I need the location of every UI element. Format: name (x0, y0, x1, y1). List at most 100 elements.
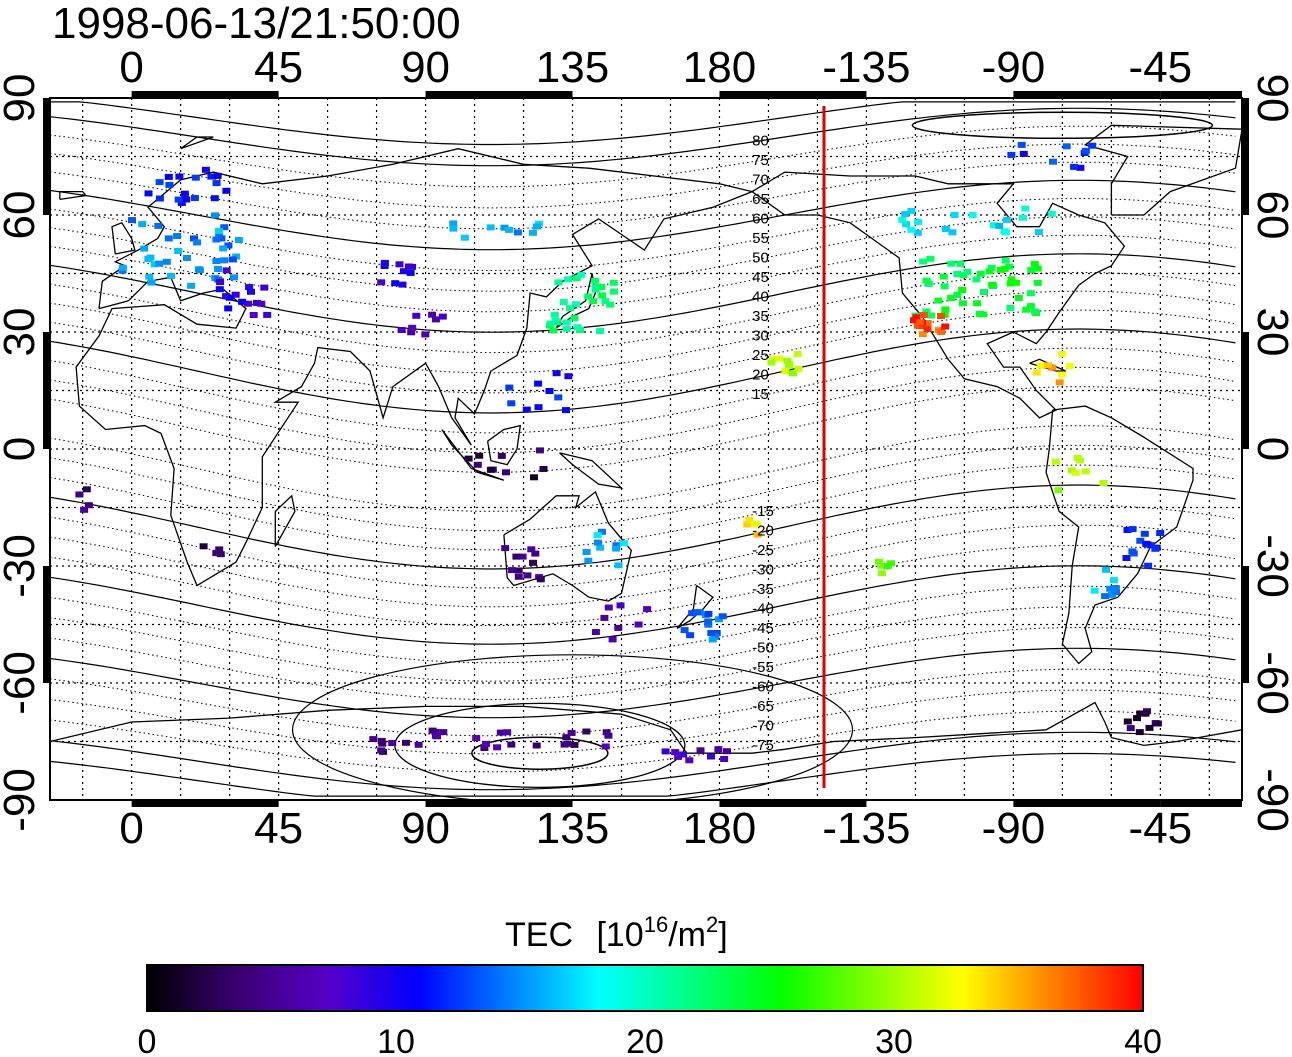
tec-point (215, 546, 224, 553)
tec-point (934, 297, 943, 304)
tec-point (788, 370, 797, 377)
tec-point (914, 218, 923, 225)
tec-point (180, 190, 189, 197)
tec-point (486, 224, 495, 231)
tec-point (573, 324, 582, 331)
lon-tick-label-bottom: 90 (401, 804, 450, 853)
tec-point (406, 269, 415, 276)
tec-point (1081, 147, 1090, 154)
tec-point (940, 283, 949, 290)
tec-point (530, 474, 538, 481)
magnetic-contour (50, 710, 1236, 773)
tec-point (431, 316, 440, 323)
magnetic-contour (50, 565, 1236, 645)
tec-point (1070, 163, 1079, 170)
magnetic-contour (50, 271, 1236, 354)
tec-point (493, 744, 502, 751)
tec-point (552, 370, 561, 377)
frame-bar-right (1242, 332, 1249, 449)
tec-point (190, 195, 199, 201)
lat-tick-label-left: -30 (0, 534, 44, 598)
tec-point (1006, 280, 1015, 287)
tec-point (591, 629, 600, 635)
tec-point (1027, 267, 1036, 274)
tec-point (1001, 257, 1010, 264)
tec-point (216, 279, 225, 286)
lon-tick-label-top: -45 (1129, 43, 1193, 92)
frame-bar-top (1160, 91, 1242, 98)
tec-point (402, 739, 410, 746)
tec-point (407, 329, 416, 336)
lat-tick-label-right: 30 (1248, 308, 1292, 357)
tec-point (177, 200, 186, 206)
tec-point (1076, 164, 1085, 171)
lon-tick-label-bottom: 180 (683, 804, 756, 853)
tec-point (1005, 263, 1014, 270)
lon-tick-label-top: -90 (982, 43, 1046, 92)
tec-point (718, 613, 727, 620)
tec-point (460, 234, 469, 241)
contour-label: 40 (752, 289, 769, 306)
colorbar-title: TEC [1016/m2] (505, 912, 728, 954)
tec-point (995, 222, 1004, 229)
tec-point (482, 740, 490, 747)
tec-point (596, 544, 605, 551)
tec-point (80, 506, 89, 513)
tec-point (907, 226, 916, 233)
tec-point (247, 288, 255, 295)
tec-point (536, 576, 545, 583)
tec-point (1140, 530, 1149, 537)
tec-point (918, 331, 927, 338)
contour-label: 45 (752, 269, 769, 286)
tec-point (219, 245, 228, 252)
tec-point (531, 550, 540, 557)
coastline (180, 136, 214, 150)
tec-point (745, 516, 754, 523)
tec-point (213, 172, 222, 179)
tec-point (1032, 369, 1041, 376)
tec-point (923, 326, 932, 333)
colorbar-ticks: 0 10 20 30 40 (138, 1023, 1162, 1057)
tec-point (696, 747, 705, 754)
tec-point (128, 217, 136, 224)
tec-point (947, 295, 956, 301)
tec-point (1156, 530, 1165, 536)
magnetic-contour (50, 107, 1236, 167)
colorbar-tick-label: 20 (626, 1023, 664, 1057)
tec-point (388, 740, 397, 746)
tec-point (507, 741, 516, 748)
tec-point (582, 728, 591, 735)
contour-label: 35 (752, 308, 769, 325)
tec-point (220, 224, 229, 231)
tec-point (1065, 363, 1074, 370)
tec-point (612, 542, 621, 549)
tec-point (941, 226, 950, 232)
lat-lon-grid (50, 98, 1242, 800)
tec-point (602, 729, 611, 736)
tec-point (1133, 715, 1141, 722)
tec-point (215, 228, 223, 234)
tec-point (591, 277, 600, 284)
tec-point (154, 222, 163, 229)
tec-point (214, 266, 223, 272)
tec-point (167, 273, 175, 279)
tec-point (1026, 290, 1035, 297)
south-pole-contour (292, 654, 854, 800)
tec-point (150, 261, 159, 268)
tec-point (1019, 150, 1028, 157)
tec-point (217, 235, 226, 242)
colorbar-tick-label: 10 (377, 1023, 415, 1057)
lon-tick-label-bottom: 45 (254, 804, 303, 853)
tec-point (414, 741, 423, 748)
tec-point (793, 350, 802, 357)
tec-point (512, 553, 521, 560)
tec-point (518, 553, 527, 560)
tec-point (679, 751, 688, 758)
frame-bar-bottom (1160, 800, 1242, 807)
tec-point (794, 365, 803, 372)
tec-point (1003, 216, 1011, 223)
lat-tick-label-left: 60 (0, 191, 44, 240)
tec-point (910, 317, 918, 324)
tec-point (704, 621, 713, 628)
contour-label: -40 (752, 601, 774, 618)
